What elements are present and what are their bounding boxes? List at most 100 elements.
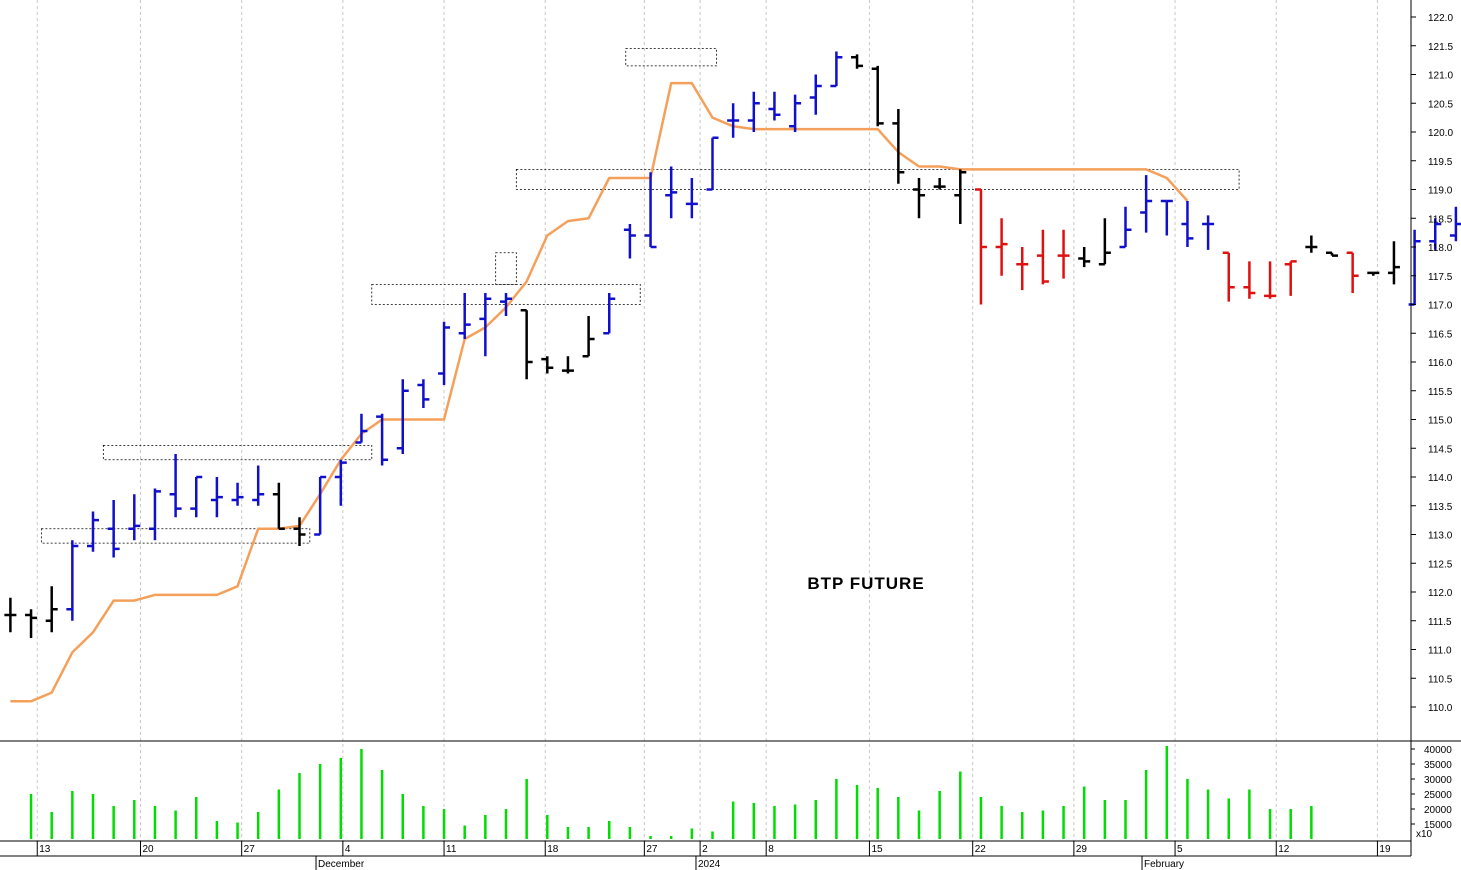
ohlc-bar bbox=[768, 91, 781, 121]
ohlc-bar bbox=[623, 224, 636, 259]
ohlc-bar bbox=[1140, 175, 1153, 233]
ohlc-bar bbox=[809, 74, 822, 115]
day-tick-label: 5 bbox=[1177, 844, 1183, 855]
volume-tick-label: 30000 bbox=[1424, 775, 1452, 786]
price-tick-label: 111.5 bbox=[1428, 617, 1452, 628]
range-box bbox=[495, 252, 517, 285]
ohlc-bar bbox=[1367, 271, 1380, 276]
price-bars bbox=[4, 51, 1461, 638]
price-tick-label: 117.5 bbox=[1428, 272, 1453, 283]
ohlc-bar bbox=[1346, 251, 1359, 293]
day-tick-label: 4 bbox=[345, 844, 351, 855]
day-tick-label: 13 bbox=[39, 844, 51, 855]
price-tick-label: 113.0 bbox=[1428, 531, 1453, 542]
ohlc-bar bbox=[169, 454, 182, 518]
ohlc-bar bbox=[1284, 260, 1297, 296]
day-tick-label: 8 bbox=[768, 844, 774, 855]
price-tick-label: 114.5 bbox=[1428, 444, 1453, 455]
ohlc-bar bbox=[871, 65, 884, 127]
price-tick-label: 111.0 bbox=[1428, 646, 1452, 657]
price-tick-label: 110.0 bbox=[1428, 703, 1453, 714]
ohlc-bar bbox=[1243, 261, 1256, 299]
price-tick-label: 119.0 bbox=[1428, 186, 1453, 197]
ohlc-bar bbox=[933, 178, 946, 190]
ohlc-bar bbox=[25, 609, 38, 638]
price-axis-ticks: 122.0 121.5 121.0 120.5 120.0 119.5 119.0 118.5… bbox=[1411, 13, 1453, 714]
ohlc-bar bbox=[913, 178, 925, 219]
ohlc-bar bbox=[4, 597, 17, 633]
ohlc-bar bbox=[851, 54, 864, 69]
ohlc-bar bbox=[355, 413, 368, 444]
ohlc-bar bbox=[252, 465, 265, 506]
volume-axis-ticks: 40000 35000 30000 25000 20000 15000 bbox=[1411, 745, 1452, 831]
ohlc-bar bbox=[974, 188, 987, 305]
ohlc-bar bbox=[1202, 215, 1215, 250]
volume-tick-label: 35000 bbox=[1424, 760, 1452, 771]
ohlc-bar bbox=[1119, 206, 1132, 249]
ohlc-bar bbox=[1429, 218, 1442, 250]
ohlc-bar bbox=[582, 316, 595, 358]
day-tick-label: 15 bbox=[871, 844, 883, 855]
price-tick-label: 118.5 bbox=[1428, 214, 1453, 225]
ohlc-bar bbox=[128, 494, 141, 541]
ohlc-bar bbox=[685, 178, 698, 219]
ohlc-bar bbox=[954, 169, 967, 224]
ohlc-bar bbox=[479, 293, 492, 357]
range-boxes bbox=[40, 48, 1240, 544]
ohlc-bar bbox=[334, 459, 347, 506]
day-tick-label: 20 bbox=[142, 844, 154, 855]
price-tick-label: 119.5 bbox=[1428, 157, 1453, 168]
volume-unit-label: x10 bbox=[1416, 829, 1433, 840]
price-tick-label: 120.0 bbox=[1428, 128, 1453, 139]
ohlc-bar bbox=[644, 172, 657, 249]
ohlc-bar bbox=[314, 475, 327, 536]
ohlc-bar bbox=[87, 511, 99, 552]
trailing-stop-line bbox=[10, 81, 1189, 703]
ohlc-bar bbox=[1181, 201, 1194, 247]
volume-bars bbox=[29, 746, 1313, 839]
price-tick-label: 113.5 bbox=[1428, 502, 1453, 513]
day-tick-label: 22 bbox=[975, 844, 987, 855]
day-tick-label: 27 bbox=[244, 844, 256, 855]
day-tick-label: 2 bbox=[702, 844, 708, 855]
ohlc-bar bbox=[1305, 235, 1318, 253]
ohlc-bar bbox=[45, 586, 58, 633]
day-tick-label: 18 bbox=[547, 844, 559, 855]
ohlc-bar bbox=[1326, 251, 1338, 257]
ohlc-bar bbox=[148, 488, 161, 541]
ohlc-bar bbox=[500, 293, 512, 316]
ohlc-bar bbox=[293, 517, 306, 546]
ohlc-bar bbox=[1078, 247, 1091, 268]
ohlc-bar bbox=[1408, 229, 1421, 306]
grid-lines bbox=[36, 0, 1378, 841]
day-tick-label: 12 bbox=[1278, 844, 1290, 855]
ohlc-bar bbox=[1098, 218, 1111, 266]
price-tick-label: 122.0 bbox=[1428, 13, 1453, 24]
ohlc-bar bbox=[520, 309, 533, 380]
price-tick-label: 117.0 bbox=[1428, 301, 1453, 312]
month-tick-label: 2024 bbox=[698, 859, 721, 870]
ohlc-bar bbox=[541, 356, 554, 374]
ohlc-bar bbox=[458, 293, 471, 339]
ohlc-bar bbox=[66, 540, 79, 621]
price-tick-label: 120.5 bbox=[1428, 99, 1453, 110]
price-tick-label: 121.0 bbox=[1428, 71, 1453, 82]
ohlc-bar bbox=[396, 379, 409, 454]
ohlc-bar bbox=[1387, 241, 1400, 285]
price-tick-label: 116.5 bbox=[1428, 329, 1453, 340]
ohlc-bar bbox=[1016, 247, 1029, 291]
ohlc-bar bbox=[665, 166, 678, 219]
volume-tick-label: 40000 bbox=[1424, 745, 1452, 756]
ohlc-bar bbox=[1222, 251, 1235, 302]
ohlc-bar bbox=[107, 500, 120, 558]
ohlc-bar bbox=[830, 51, 843, 88]
ohlc-bar bbox=[995, 218, 1008, 276]
day-tick-label: 29 bbox=[1076, 844, 1088, 855]
day-tick-label: 11 bbox=[446, 844, 457, 855]
volume-tick-label: 15000 bbox=[1424, 820, 1452, 831]
ohlc-bar bbox=[1264, 261, 1277, 299]
day-tick-label: 27 bbox=[646, 844, 658, 855]
ohlc-bar bbox=[210, 477, 223, 518]
